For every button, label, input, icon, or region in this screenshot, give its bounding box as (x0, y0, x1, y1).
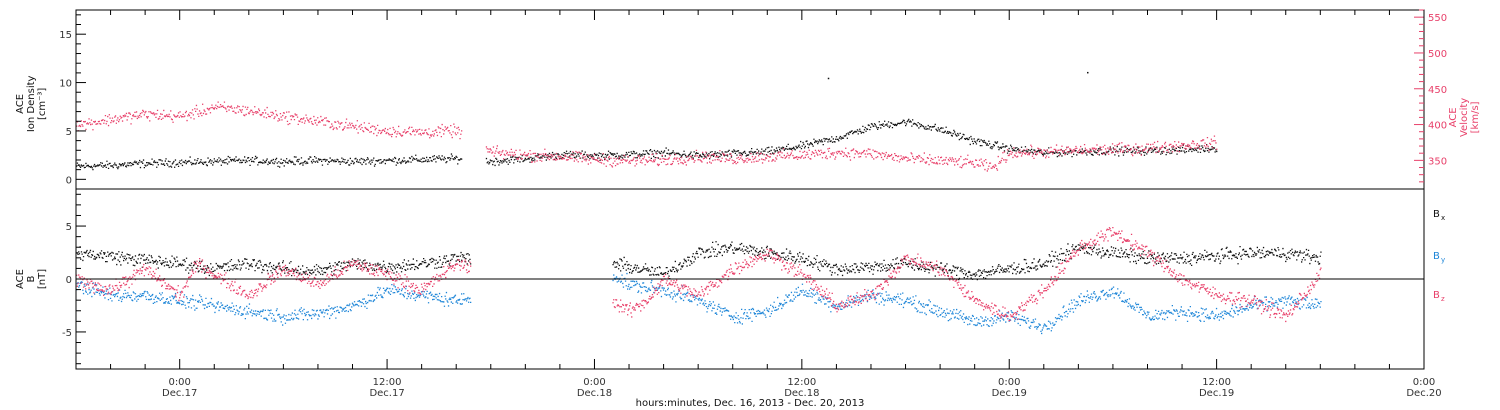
x-tick-date-label: Dec.18 (784, 388, 819, 399)
legend-entry-x: B (1433, 209, 1440, 220)
velocity-axis-label: ACE Velocity [km/s] (1448, 98, 1481, 137)
data-layer (76, 71, 1322, 335)
legend-entry-x-subscript: x (1441, 214, 1445, 222)
velocity-axis-label-line: ACE (1448, 107, 1459, 127)
plot-frames (75, 9, 1425, 370)
b-tick-label: 5 (66, 222, 72, 233)
x-tick-time-label: 12:00 (373, 377, 402, 388)
density-axis-label-line: ACE (15, 94, 26, 114)
x-tick-date-label: Dec.19 (992, 388, 1027, 399)
x-tick-date-label: Dec.17 (162, 388, 197, 399)
velocity-tick-label: 450 (1428, 85, 1447, 96)
x-tick-date-label: Dec.17 (369, 388, 404, 399)
text-layer: hours:minutes, Dec. 16, 2013 - Dec. 20, … (15, 13, 1481, 409)
legend-entry-z-subscript: z (1441, 295, 1445, 303)
x-tick-time-label: 0:00 (583, 377, 605, 388)
panel2-series-by-point-cloud (76, 272, 1322, 335)
panel2-series-bx-point-cloud (76, 241, 1322, 281)
density-axis-label-line: Ion Density (26, 75, 37, 132)
x-tick-date-label: Dec.18 (577, 388, 612, 399)
velocity-axis-label-line: Velocity (1459, 98, 1470, 137)
density-tick-label: 5 (66, 127, 72, 138)
b-axis-label-line: [nT] (37, 269, 48, 289)
x-tick-time-label: 0:00 (1413, 377, 1435, 388)
x-tick-time-label: 12:00 (787, 377, 816, 388)
x-tick-date-label: Dec.19 (1199, 388, 1234, 399)
b-tick-label: -5 (62, 328, 72, 339)
velocity-tick-label: 350 (1428, 156, 1447, 167)
density-tick-label: 10 (59, 79, 72, 90)
density-outlier-point (1087, 71, 1089, 74)
density-outlier-point (827, 77, 830, 80)
b-tick-label: 0 (66, 275, 72, 286)
x-tick-date-label: Dec.20 (1406, 388, 1441, 399)
velocity-tick-label: 400 (1428, 121, 1447, 132)
legend-entry-y: B (1433, 251, 1440, 262)
b-axis-label-line: B (26, 275, 37, 282)
velocity-tick-label: 550 (1428, 13, 1447, 24)
x-tick-time-label: 0:00 (998, 377, 1020, 388)
density-tick-label: 15 (59, 30, 72, 41)
panel2-series-by-points (76, 272, 1322, 335)
x-axis-title: hours:minutes, Dec. 16, 2013 - Dec. 20, … (636, 398, 865, 409)
panel1-series-density-point-cloud (76, 118, 1218, 171)
density-axis-label-line: [cm⁻³] (37, 88, 48, 120)
velocity-tick-label: 500 (1428, 49, 1447, 60)
velocity-axis-label-line: [km/s] (1470, 101, 1481, 133)
density-tick-label: 0 (66, 175, 72, 186)
panel2-series-bx-points (76, 241, 1322, 281)
b-axis-label-line: ACE (15, 269, 26, 289)
x-tick-time-label: 0:00 (168, 377, 190, 388)
density-axis-label: ACE Ion Density [cm⁻³] (15, 75, 48, 132)
panel1-series-density-points (76, 118, 1218, 171)
x-tick-time-label: 12:00 (1202, 377, 1231, 388)
legend-entry-z: B (1433, 290, 1440, 301)
b-axis-label: ACE B [nT] (15, 269, 48, 289)
legend-entry-y-subscript: y (1441, 256, 1445, 264)
